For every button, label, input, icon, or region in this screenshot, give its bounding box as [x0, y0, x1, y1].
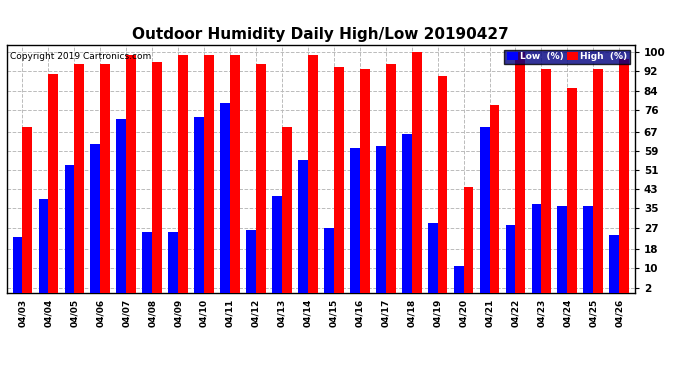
Bar — [100, 64, 110, 292]
Bar — [64, 165, 75, 292]
Bar — [152, 62, 162, 292]
Bar — [168, 232, 178, 292]
Bar — [464, 187, 473, 292]
Bar — [558, 206, 567, 292]
Bar — [386, 64, 395, 292]
Bar — [506, 225, 515, 292]
Bar — [256, 64, 266, 292]
Legend: Low  (%), High  (%): Low (%), High (%) — [504, 50, 630, 64]
Bar — [246, 230, 256, 292]
Bar — [515, 52, 525, 292]
Bar — [567, 88, 578, 292]
Bar — [359, 69, 370, 292]
Bar — [282, 127, 292, 292]
Bar — [619, 59, 629, 292]
Bar — [23, 127, 32, 292]
Bar — [117, 120, 126, 292]
Bar — [542, 69, 551, 292]
Bar — [376, 146, 386, 292]
Title: Outdoor Humidity Daily High/Low 20190427: Outdoor Humidity Daily High/Low 20190427 — [132, 27, 509, 42]
Bar — [593, 69, 603, 292]
Text: Copyright 2019 Cartronics.com: Copyright 2019 Cartronics.com — [10, 53, 151, 62]
Bar — [75, 64, 84, 292]
Bar — [204, 55, 214, 292]
Bar — [437, 76, 448, 292]
Bar — [48, 74, 58, 292]
Bar — [324, 228, 334, 292]
Bar — [489, 105, 500, 292]
Bar — [230, 55, 240, 292]
Bar — [454, 266, 464, 292]
Bar — [298, 160, 308, 292]
Bar — [480, 127, 489, 292]
Bar — [402, 134, 412, 292]
Bar — [142, 232, 152, 292]
Bar — [531, 204, 542, 292]
Bar — [126, 55, 136, 292]
Bar — [412, 52, 422, 292]
Bar — [194, 117, 204, 292]
Bar — [272, 196, 282, 292]
Bar — [178, 55, 188, 292]
Bar — [39, 199, 48, 292]
Bar — [428, 223, 437, 292]
Bar — [220, 103, 230, 292]
Bar — [334, 67, 344, 292]
Bar — [90, 144, 100, 292]
Bar — [350, 148, 359, 292]
Bar — [12, 237, 23, 292]
Bar — [584, 206, 593, 292]
Bar — [609, 235, 619, 292]
Bar — [308, 55, 317, 292]
